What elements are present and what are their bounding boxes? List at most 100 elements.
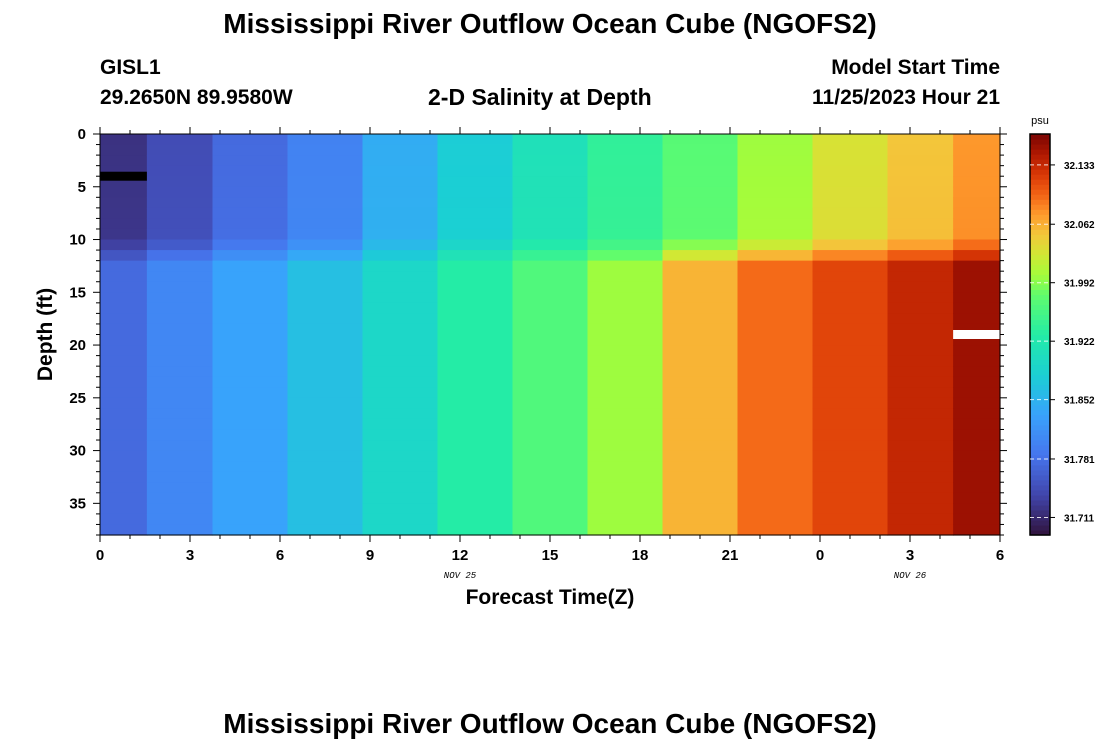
heatmap-cell [662,176,739,188]
heatmap-cell [662,207,739,220]
heatmap-cell [100,408,148,420]
heatmap-cell [437,524,514,536]
station-id: GISL1 [100,56,161,79]
y-tick-label: 35 [69,495,86,512]
heatmap-cell [812,408,889,420]
heatmap-cell [812,397,889,409]
heatmap-cell [212,228,289,241]
x-tick-label: 6 [276,547,284,564]
heatmap-cell [437,513,514,526]
heatmap-cell [587,323,664,336]
heatmap-cell [437,397,514,409]
heatmap-cell [437,334,514,346]
heatmap-cell [662,387,739,399]
heatmap-cell [512,155,589,167]
heatmap-cell [100,271,148,283]
x-tick-label: 15 [542,547,559,564]
heatmap-cell [212,334,289,346]
colorbar-tick-label: 31.852 [1064,396,1095,407]
heatmap-cell [512,207,589,220]
model-start-value: 11/25/2023 Hour 21 [812,86,1000,109]
colorbar-band [1030,279,1050,285]
heatmap-cell [437,408,514,420]
colorbar-band [1030,284,1050,290]
heatmap-cell [287,376,364,388]
plot-subtitle: 2-D Salinity at Depth [428,84,652,110]
heatmap-cell [512,186,589,198]
x-tick-label: 12 [452,547,469,564]
heatmap-cell [662,429,739,441]
heatmap-cell [100,144,148,156]
heatmap-cell [737,155,814,167]
heatmap-cell [212,503,289,515]
colorbar-band [1030,404,1050,411]
heatmap-cell [146,271,214,283]
heatmap-cell [100,260,148,272]
heatmap-cell [362,281,439,293]
colorbar-band [1030,384,1050,391]
heatmap-cell [362,345,439,357]
heatmap-cell [953,345,1001,357]
heatmap-cell [737,450,814,462]
heatmap-cell [662,355,739,367]
heatmap-cell [512,218,589,230]
heatmap-cell [662,461,739,473]
heatmap-cell [146,366,214,378]
colorbar-band [1030,379,1050,386]
heatmap-cell [512,197,589,209]
heatmap-cell [287,144,364,156]
heatmap-cell [953,440,1001,452]
colorbar-band [1030,154,1050,160]
heatmap-cell [587,260,664,272]
heatmap-cell [587,186,664,198]
colorbar-band [1030,439,1050,446]
heatmap-cell [887,197,954,209]
heatmap-cell [437,281,514,293]
heatmap-cell [662,250,739,262]
heatmap-cell [362,503,439,515]
heatmap-cell [362,260,439,272]
heatmap-cell [287,461,364,473]
heatmap-cell [362,492,439,504]
heatmap-cell [512,482,589,494]
heatmap-cell [287,228,364,241]
heatmap-cell [287,165,364,177]
heatmap-cell [512,334,589,346]
heatmap-cell [662,281,739,293]
heatmap-cell [662,418,739,431]
heatmap-cell [146,228,214,241]
heatmap-cell [737,302,814,314]
heatmap-cell [146,418,214,431]
heatmap-cell [887,408,954,420]
colorbar-band [1030,349,1050,356]
heatmap-cell [362,271,439,283]
heatmap-cell [662,524,739,536]
heatmap-cell [437,440,514,452]
colorbar-band [1030,504,1050,511]
heatmap-cell [362,418,439,431]
model-start-label: Model Start Time [831,56,1000,79]
heatmap-cell [512,134,589,146]
heatmap-cell [287,503,364,515]
heatmap-cell [953,313,1001,325]
heatmap-cell [287,271,364,283]
heatmap-cell [146,176,214,188]
heatmap-cell [437,345,514,357]
heatmap-cell [287,292,364,304]
heatmap-cell [587,397,664,409]
colorbar-band [1030,374,1050,381]
heatmap-cell [812,334,889,346]
heatmap-cell [887,461,954,473]
heatmap-cell [100,418,148,431]
heatmap-cell [212,207,289,220]
heatmap-cell [662,397,739,409]
heatmap-cell [287,397,364,409]
heatmap-cell [953,482,1001,494]
heatmap-cell [887,471,954,483]
heatmap-cell [212,397,289,409]
colorbar-band [1030,354,1050,361]
heatmap-cell [100,155,148,167]
heatmap-cell [662,186,739,198]
heatmap-cell [146,450,214,462]
heatmap-cell [437,186,514,198]
